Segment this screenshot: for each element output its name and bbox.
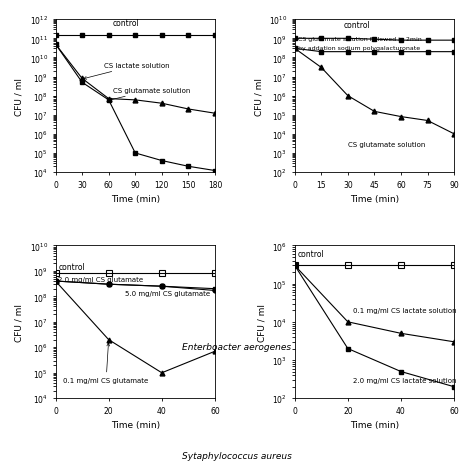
Text: Sytaphylococcus aureus: Sytaphylococcus aureus [182,451,292,460]
Y-axis label: CFU / ml: CFU / ml [257,303,266,341]
Text: 0.1 mg/ml CS lactate solution: 0.1 mg/ml CS lactate solution [353,307,457,313]
X-axis label: Time (min): Time (min) [350,420,399,430]
Text: CS glutamate solution: CS glutamate solution [348,142,425,148]
Text: CS glutamate solution followed in 2min: CS glutamate solution followed in 2min [298,37,422,42]
Y-axis label: CFU / ml: CFU / ml [254,77,263,115]
Text: control: control [113,19,140,28]
Text: by addation sodium polygalacturonate: by addation sodium polygalacturonate [298,46,420,50]
Text: 0.1 mg/ml CS glutamate: 0.1 mg/ml CS glutamate [64,344,149,384]
Text: control: control [58,263,85,271]
X-axis label: Time (min): Time (min) [350,195,399,204]
Text: CS glutamate solution: CS glutamate solution [108,88,191,102]
Text: CS lactate solution: CS lactate solution [84,63,170,80]
Y-axis label: CFU / ml: CFU / ml [15,77,24,115]
Text: control: control [297,250,324,259]
Text: 2.0 mg/ml CS lactate solution: 2.0 mg/ml CS lactate solution [353,377,456,383]
X-axis label: Time (min): Time (min) [110,420,160,430]
Text: control: control [343,21,370,30]
Text: 2.0 mg/ml CS glutamate: 2.0 mg/ml CS glutamate [58,276,143,282]
X-axis label: Time (min): Time (min) [110,195,160,204]
Text: 5.0 mg/ml CS glutamate: 5.0 mg/ml CS glutamate [125,291,210,297]
Text: Enterboacter aerogenes: Enterboacter aerogenes [182,343,292,351]
Y-axis label: CFU / ml: CFU / ml [15,303,24,341]
